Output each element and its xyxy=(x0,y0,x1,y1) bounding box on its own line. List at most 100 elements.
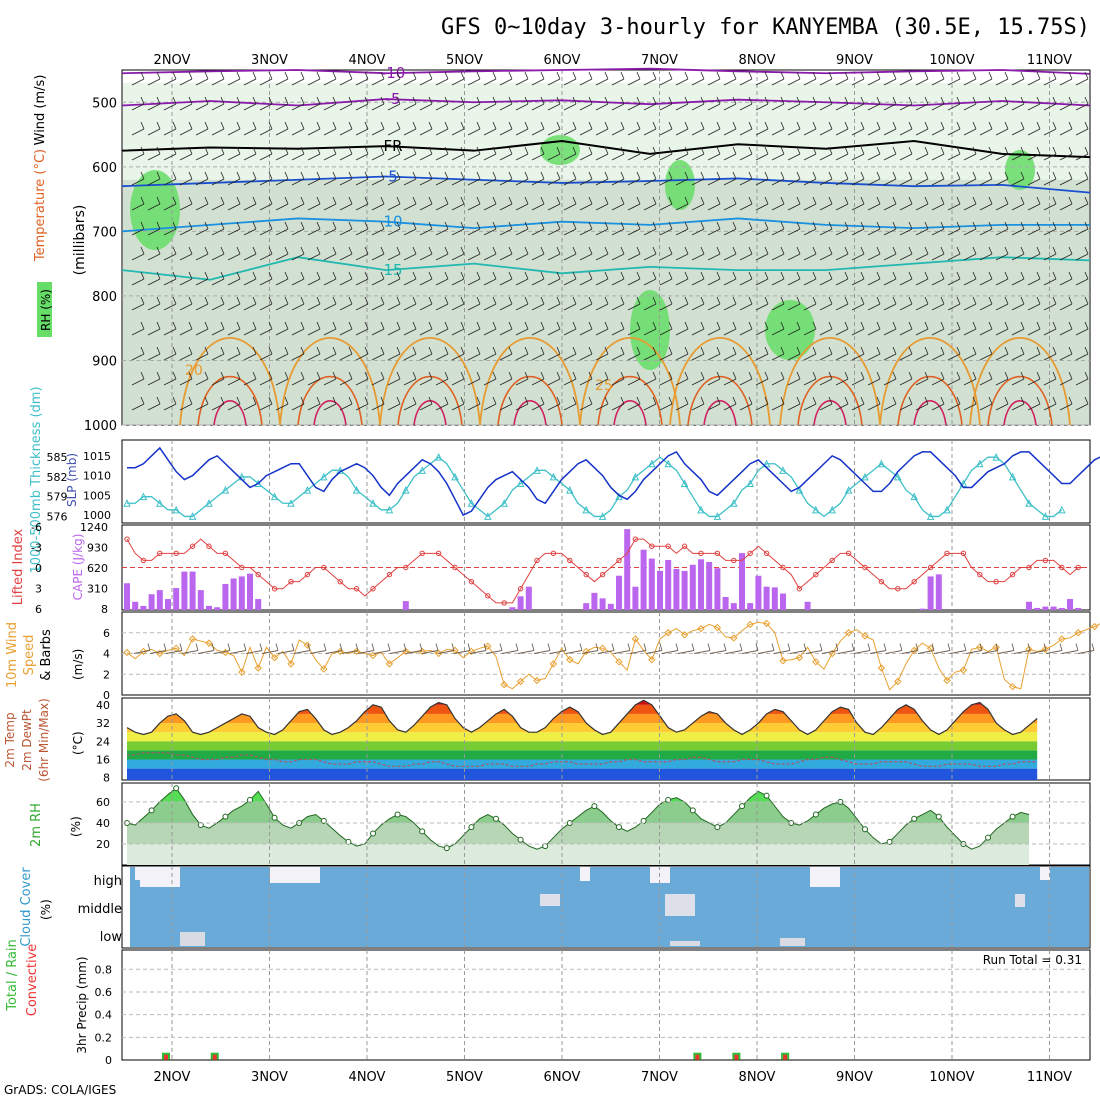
wind-barb xyxy=(915,96,929,111)
wind-barb xyxy=(339,271,353,286)
wind-barb xyxy=(995,171,1009,186)
wind-barb xyxy=(291,396,305,411)
pressure-tick: 600 xyxy=(92,161,117,176)
wind-speed-point xyxy=(533,676,541,685)
wind-barb xyxy=(819,271,833,286)
wind-barb xyxy=(803,271,817,286)
wind-barb xyxy=(275,271,289,286)
wind-barb xyxy=(195,146,209,161)
wind-barb xyxy=(787,246,801,261)
wind-barb xyxy=(355,196,369,211)
wind-barb xyxy=(259,296,273,311)
wind-barb xyxy=(931,321,945,336)
temperature-axis-label-text: 2m DewPt xyxy=(20,709,34,771)
wind-barb xyxy=(179,196,193,211)
surface-wind-barb xyxy=(229,643,247,654)
wind-barb xyxy=(595,221,609,236)
wind-barb xyxy=(611,371,625,386)
surface-wind-barb xyxy=(1029,643,1047,654)
thickness-point xyxy=(844,485,853,494)
cape-bar xyxy=(124,583,130,610)
wind-barb xyxy=(835,221,849,236)
wind-barb xyxy=(211,96,225,111)
wind-barb xyxy=(947,146,961,161)
wind-barb xyxy=(403,271,417,286)
cape-bar xyxy=(247,573,253,610)
wind-barb xyxy=(1059,171,1073,186)
wind-speed-point xyxy=(434,649,443,658)
wind-barb xyxy=(995,296,1009,311)
wind-barb xyxy=(243,146,257,161)
wind-barb xyxy=(643,296,657,311)
thickness-point xyxy=(779,466,787,474)
temp-tick: 8 xyxy=(103,772,110,785)
thickness-point xyxy=(647,459,656,468)
cape-tick: 930 xyxy=(87,542,108,555)
wind-barb xyxy=(995,221,1009,236)
temp-color-band xyxy=(127,741,1038,751)
precip-bar-convective xyxy=(164,1054,168,1060)
wind-barb xyxy=(947,371,961,386)
wind-barb xyxy=(435,221,449,236)
wind-barb xyxy=(963,221,977,236)
wind-barb xyxy=(147,171,161,186)
cape-bar xyxy=(583,603,590,610)
wind-barb xyxy=(723,321,737,336)
thickness-tick: 585 xyxy=(47,451,68,464)
cloud-axis-label: Cloud Cover xyxy=(19,867,34,947)
cloud-gap-high xyxy=(270,867,320,883)
wind-barb xyxy=(643,321,657,336)
date-label-top: 5NOV xyxy=(446,53,483,68)
lifted-index-point xyxy=(927,564,934,571)
wind-barb xyxy=(723,146,737,161)
cape-bar xyxy=(747,603,754,610)
wind-barb xyxy=(1059,146,1073,161)
wind-barb xyxy=(131,371,145,386)
wind-barb xyxy=(451,271,465,286)
precip-tick: 0 xyxy=(105,1054,112,1067)
wind-barb xyxy=(611,221,625,236)
precip-bar-convective xyxy=(734,1054,739,1060)
wind-barb xyxy=(611,171,625,186)
wind-barb xyxy=(851,321,865,336)
pressure-tick: 900 xyxy=(92,354,117,369)
lifted-index-point xyxy=(649,543,655,549)
wind-barb xyxy=(195,321,209,336)
wind-barb xyxy=(627,196,641,211)
wind-barb xyxy=(707,121,721,136)
wind-barb xyxy=(451,246,465,261)
wind-barb xyxy=(243,221,257,236)
wind-barb xyxy=(819,221,833,236)
thickness-point xyxy=(549,472,558,481)
temperature-axis-label-text: 2m Temp xyxy=(3,712,17,767)
isotherm-30 xyxy=(703,400,737,426)
wind-barb xyxy=(611,246,625,261)
isotherm--5 xyxy=(121,98,1091,107)
wind-barb xyxy=(195,221,209,236)
wind-barb xyxy=(435,396,449,411)
lifted-index-point xyxy=(370,586,376,592)
wind-barb xyxy=(419,71,433,86)
surface-wind-barb xyxy=(341,643,359,654)
date-label-top: 11NOV xyxy=(1027,53,1072,68)
wind-barb xyxy=(787,121,801,136)
wind-speed-point xyxy=(598,644,607,653)
wind-barb xyxy=(147,321,161,336)
thickness-tick: 579 xyxy=(47,491,68,504)
wind-barb xyxy=(467,221,481,236)
rh-line xyxy=(126,787,1030,850)
thickness-point xyxy=(795,485,804,494)
wind-barb xyxy=(723,96,737,111)
wind-barb xyxy=(1027,321,1041,336)
wind-barb xyxy=(195,246,209,261)
cloud-gap-middle xyxy=(540,894,560,906)
wind-barb xyxy=(259,196,273,211)
wind-barb xyxy=(131,271,145,286)
thickness-point xyxy=(598,512,607,520)
lifted-index-point xyxy=(140,557,147,564)
wind-barb xyxy=(531,246,545,261)
wind-barb xyxy=(547,196,561,211)
surface-wind-barb xyxy=(389,643,407,654)
wind-barb xyxy=(867,221,881,236)
isotherm-30 xyxy=(1003,400,1037,426)
